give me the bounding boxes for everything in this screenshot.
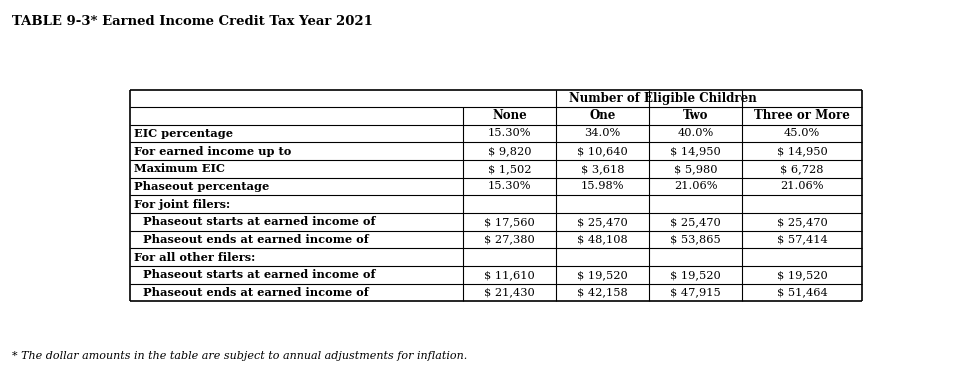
Text: $ 10,640: $ 10,640: [577, 146, 628, 156]
Text: $ 19,520: $ 19,520: [776, 270, 828, 280]
Text: Three or More: Three or More: [754, 109, 850, 123]
Text: $ 42,158: $ 42,158: [577, 288, 628, 297]
Text: 15.30%: 15.30%: [488, 182, 531, 191]
Text: $ 25,470: $ 25,470: [670, 217, 721, 227]
Text: Phaseout starts at earned income of: Phaseout starts at earned income of: [143, 216, 376, 227]
Text: 21.06%: 21.06%: [780, 182, 824, 191]
Text: $ 27,380: $ 27,380: [484, 235, 535, 244]
Text: EIC percentage: EIC percentage: [135, 128, 233, 139]
Text: Number of Eligible Children: Number of Eligible Children: [569, 92, 757, 105]
Text: $ 21,430: $ 21,430: [484, 288, 535, 297]
Text: $ 14,950: $ 14,950: [670, 146, 721, 156]
Text: 21.06%: 21.06%: [674, 182, 717, 191]
Text: $ 19,520: $ 19,520: [670, 270, 721, 280]
Text: Phaseout ends at earned income of: Phaseout ends at earned income of: [143, 234, 369, 245]
Text: Maximum EIC: Maximum EIC: [135, 163, 226, 174]
Text: TABLE 9-3* Earned Income Credit Tax Year 2021: TABLE 9-3* Earned Income Credit Tax Year…: [12, 15, 373, 28]
Text: $ 47,915: $ 47,915: [670, 288, 721, 297]
Text: $ 3,618: $ 3,618: [581, 164, 624, 174]
Text: 34.0%: 34.0%: [585, 129, 620, 138]
Text: Phaseout percentage: Phaseout percentage: [135, 181, 270, 192]
Text: $ 19,520: $ 19,520: [577, 270, 628, 280]
Text: $ 9,820: $ 9,820: [488, 146, 531, 156]
Text: $ 25,470: $ 25,470: [776, 217, 828, 227]
Text: 15.98%: 15.98%: [581, 182, 624, 191]
Text: 40.0%: 40.0%: [678, 129, 713, 138]
Text: $ 57,414: $ 57,414: [776, 235, 828, 244]
Text: $ 17,560: $ 17,560: [484, 217, 535, 227]
Text: 15.30%: 15.30%: [488, 129, 531, 138]
Text: $ 51,464: $ 51,464: [776, 288, 828, 297]
Text: 45.0%: 45.0%: [784, 129, 820, 138]
Text: * The dollar amounts in the table are subject to annual adjustments for inflatio: * The dollar amounts in the table are su…: [12, 351, 467, 361]
Text: For earned income up to: For earned income up to: [135, 146, 291, 157]
Text: $ 1,502: $ 1,502: [488, 164, 531, 174]
Text: $ 14,950: $ 14,950: [776, 146, 828, 156]
Text: For all other filers:: For all other filers:: [135, 252, 256, 263]
Text: One: One: [590, 109, 616, 123]
Text: Two: Two: [682, 109, 709, 123]
Text: $ 53,865: $ 53,865: [670, 235, 721, 244]
Text: $ 25,470: $ 25,470: [577, 217, 628, 227]
Text: None: None: [493, 109, 527, 123]
Text: Phaseout ends at earned income of: Phaseout ends at earned income of: [143, 287, 369, 298]
Text: Phaseout starts at earned income of: Phaseout starts at earned income of: [143, 269, 376, 280]
Text: $ 11,610: $ 11,610: [484, 270, 535, 280]
Text: $ 6,728: $ 6,728: [780, 164, 824, 174]
Text: $ 5,980: $ 5,980: [674, 164, 717, 174]
Text: $ 48,108: $ 48,108: [577, 235, 628, 244]
Text: For joint filers:: For joint filers:: [135, 199, 230, 210]
